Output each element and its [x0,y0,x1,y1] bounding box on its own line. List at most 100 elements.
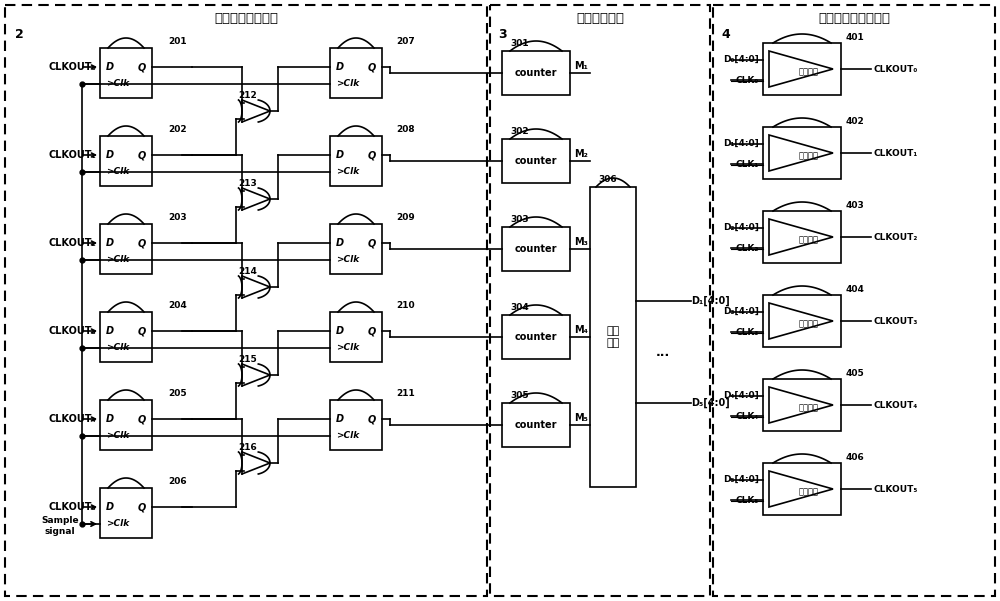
Text: D₅[4:0]: D₅[4:0] [723,475,759,484]
Text: >Clk: >Clk [336,432,359,441]
Bar [763,211,841,263]
Text: 209: 209 [396,213,415,222]
Text: >Clk: >Clk [336,79,359,88]
Bar [590,187,636,487]
Text: 3: 3 [498,28,507,41]
Text: counter: counter [515,244,557,254]
Text: D₁[4:0]: D₁[4:0] [691,296,730,306]
Text: counter: counter [515,156,557,166]
Text: 4: 4 [721,28,730,41]
Text: 延迟单元: 延迟单元 [798,403,818,412]
Text: D: D [336,414,344,424]
Text: CLKOUT₅: CLKOUT₅ [873,484,917,493]
Text: CLKOUT₁: CLKOUT₁ [873,148,917,157]
Text: 数字控制延迟链模块: 数字控制延迟链模块 [818,13,890,25]
Text: >Clk: >Clk [106,168,129,177]
Text: 401: 401 [846,32,865,41]
Bar [100,312,152,362]
Text: D: D [336,326,344,336]
Text: >Clk: >Clk [106,79,129,88]
Bar [100,136,152,186]
Text: CLKOUT₂: CLKOUT₂ [873,233,917,242]
Text: 402: 402 [846,117,865,126]
Bar [100,400,152,450]
Text: Q: Q [368,150,376,160]
Text: 延迟单元: 延迟单元 [798,235,818,244]
Text: M₄: M₄ [574,325,588,335]
Text: 210: 210 [396,302,415,311]
Text: 302: 302 [510,127,529,136]
Text: 305: 305 [510,391,529,400]
Bar [490,5,710,596]
Bar [330,312,382,362]
Text: counter: counter [515,68,557,78]
Bar [100,48,152,98]
Text: CLK₃: CLK₃ [736,328,759,337]
Text: D₁[4:0]: D₁[4:0] [723,139,759,148]
Text: CLKOUT₂: CLKOUT₂ [48,238,96,248]
Text: >Clk: >Clk [336,255,359,264]
Text: Q: Q [138,414,146,424]
Text: 304: 304 [510,304,529,313]
Bar [502,403,570,447]
Text: Q: Q [368,238,376,248]
Text: D: D [336,150,344,160]
Bar [763,463,841,515]
Text: CLKOUT₃: CLKOUT₃ [873,317,917,326]
Text: 212: 212 [239,91,257,100]
Bar [502,51,570,95]
Text: Q: Q [368,62,376,72]
Text: CLK₀: CLK₀ [736,76,759,85]
Bar [763,127,841,179]
Text: 延迟单元: 延迟单元 [798,487,818,496]
Bar [502,227,570,271]
Text: 时钒相位检测模块: 时钒相位检测模块 [214,13,278,25]
Text: >Clk: >Clk [106,519,129,528]
Bar [763,379,841,431]
Text: D₀[4:0]: D₀[4:0] [723,55,759,64]
Bar [330,48,382,98]
Text: D: D [336,62,344,72]
Text: Q: Q [138,326,146,336]
Text: 213: 213 [239,180,257,189]
Text: >Clk: >Clk [106,344,129,353]
Text: >Clk: >Clk [106,255,129,264]
Text: 306: 306 [598,174,617,183]
Text: D: D [106,62,114,72]
Text: CLKOUT₁: CLKOUT₁ [48,150,96,160]
Text: 延迟单元: 延迟单元 [798,151,818,160]
Text: CLKOUT₀: CLKOUT₀ [873,64,917,73]
Bar [713,5,995,596]
Bar [502,315,570,359]
Text: M₃: M₃ [574,237,588,248]
Text: D: D [106,326,114,336]
Text: CLKOUT₃: CLKOUT₃ [48,326,96,336]
Text: CLK₂: CLK₂ [736,244,759,253]
Text: ...: ... [656,346,670,359]
Bar [763,295,841,347]
Text: D₂[4:0]: D₂[4:0] [723,223,759,232]
Text: 216: 216 [239,444,257,453]
Text: D₅[4:0]: D₅[4:0] [691,398,730,408]
Text: CLKOUT₄: CLKOUT₄ [873,400,917,409]
Bar [100,224,152,274]
Text: CLK₁: CLK₁ [736,160,759,169]
Text: 214: 214 [239,267,257,276]
Text: 2: 2 [15,28,24,41]
Bar [100,488,152,538]
Text: M₁: M₁ [574,61,588,72]
Text: CLK₄: CLK₄ [736,412,759,421]
Text: D: D [106,150,114,160]
Text: Q: Q [138,150,146,160]
Text: Q: Q [368,414,376,424]
Text: 205: 205 [168,389,187,398]
Text: 201: 201 [168,37,187,46]
Text: D: D [106,238,114,248]
Text: 203: 203 [168,213,187,222]
Text: 404: 404 [846,284,865,293]
Text: M₅: M₅ [574,413,588,423]
Text: CLKOUT₄: CLKOUT₄ [48,414,96,424]
Text: Q: Q [368,326,376,336]
Text: counter: counter [515,420,557,430]
Bar [330,400,382,450]
